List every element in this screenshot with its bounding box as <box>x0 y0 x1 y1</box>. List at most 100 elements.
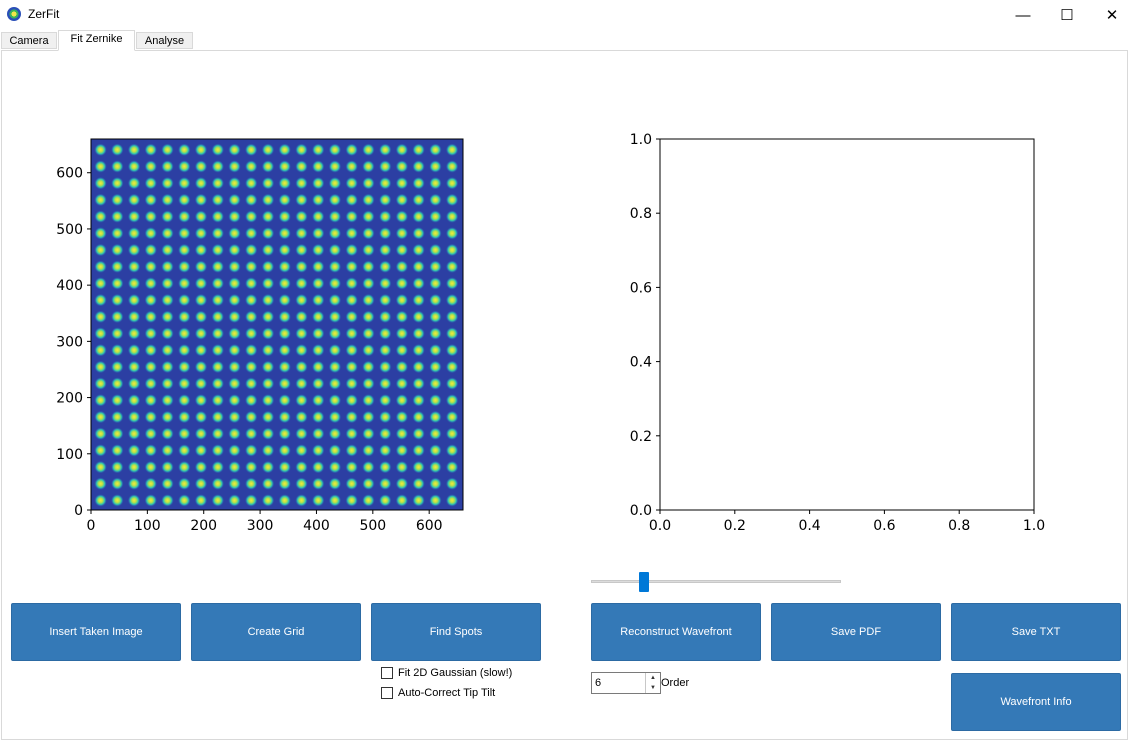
auto-correct-tip-tilt-label: Auto-Correct Tip Tilt <box>398 687 496 699</box>
spot <box>445 327 459 340</box>
spot <box>445 394 459 407</box>
spot <box>278 377 291 390</box>
spot <box>94 410 107 424</box>
spot <box>245 410 258 424</box>
maximize-button[interactable]: ☐ <box>1060 7 1074 24</box>
spot <box>328 243 342 257</box>
spot <box>94 460 107 474</box>
spot <box>362 477 375 490</box>
spot <box>161 427 174 440</box>
spot <box>211 277 224 290</box>
spot <box>295 310 308 323</box>
spot <box>445 160 459 173</box>
x-tick-label: 0.6 <box>873 518 895 534</box>
spot <box>278 327 291 340</box>
spin-down-icon[interactable]: ▼ <box>650 685 656 691</box>
spot <box>295 193 308 207</box>
spot <box>362 193 375 207</box>
spot <box>412 344 425 357</box>
minimize-button[interactable]: — <box>1015 6 1031 24</box>
spot <box>429 410 442 424</box>
create-grid-button[interactable]: Create Grid <box>191 603 361 661</box>
spot <box>362 444 375 457</box>
spot <box>127 477 141 490</box>
tab-analyse[interactable]: Analyse <box>136 32 193 49</box>
wavefront-info-button[interactable]: Wavefront Info <box>951 673 1121 731</box>
tab-camera[interactable]: Camera <box>1 32 57 49</box>
spot <box>429 143 442 156</box>
slider-handle[interactable] <box>639 572 649 592</box>
spot <box>328 277 342 290</box>
spot <box>328 477 342 490</box>
spin-up-icon[interactable]: ▲ <box>650 675 656 681</box>
spot <box>178 293 191 307</box>
spot <box>445 460 459 474</box>
spot <box>161 410 174 424</box>
fit-gaussian-checkbox[interactable] <box>381 667 393 679</box>
y-tick-label: 0 <box>74 503 83 519</box>
find-spots-button[interactable]: Find Spots <box>371 603 541 661</box>
spot <box>211 327 224 340</box>
spot <box>245 460 258 474</box>
save-pdf-button[interactable]: Save PDF <box>771 603 941 661</box>
spot <box>261 227 275 240</box>
save-txt-button[interactable]: Save TXT <box>951 603 1121 661</box>
spot <box>379 360 392 374</box>
spot <box>295 427 308 440</box>
spot <box>228 260 241 273</box>
spot <box>94 210 107 223</box>
spot <box>395 360 409 374</box>
spot <box>144 143 157 156</box>
image-frame <box>90 138 464 511</box>
spot <box>111 394 124 407</box>
spot <box>395 410 409 424</box>
spot <box>445 227 459 240</box>
spot <box>127 327 141 340</box>
spot <box>261 243 275 257</box>
auto-correct-tip-tilt-checkbox[interactable] <box>381 687 393 699</box>
spot <box>211 460 224 474</box>
spot <box>144 243 157 257</box>
spot <box>295 460 308 474</box>
spot <box>362 243 375 257</box>
spot <box>345 193 358 207</box>
spot <box>194 293 208 307</box>
x-tick-label: 1.0 <box>1023 518 1045 534</box>
spot <box>312 177 325 190</box>
spot <box>328 227 342 240</box>
reconstruct-wavefront-button[interactable]: Reconstruct Wavefront <box>591 603 761 661</box>
spot <box>228 160 241 173</box>
spot <box>261 210 275 223</box>
order-spinbox[interactable]: 6 ▲ ▼ <box>591 672 661 694</box>
spot <box>312 293 325 307</box>
spot <box>161 243 174 257</box>
y-tick-label: 0.8 <box>630 206 652 222</box>
image-axis-ticks: 0 100 200 300 400 500 600 0 100 200 300 400 500 600 <box>56 166 442 534</box>
spot <box>395 427 409 440</box>
spot <box>328 360 342 374</box>
spot <box>278 193 291 207</box>
spot <box>328 260 342 273</box>
spot <box>228 177 241 190</box>
spot <box>194 210 208 223</box>
spot <box>228 360 241 374</box>
tab-fit-zernike[interactable]: Fit Zernike <box>58 30 135 51</box>
spot <box>328 177 342 190</box>
spot <box>312 310 325 323</box>
spot <box>445 193 459 207</box>
x-tick-label: 0.2 <box>724 518 746 534</box>
spot <box>328 377 342 390</box>
spot <box>228 293 241 307</box>
spot <box>312 410 325 424</box>
spot <box>144 477 157 490</box>
spot <box>328 460 342 474</box>
close-button[interactable]: ✕ <box>1105 7 1119 24</box>
slider-track[interactable] <box>591 580 841 583</box>
spot <box>445 177 459 190</box>
spot <box>228 193 241 207</box>
title-bar: ZerFit — ☐ ✕ <box>0 0 1131 30</box>
order-value: 6 <box>595 677 602 689</box>
x-tick-label: 0.4 <box>798 518 820 534</box>
insert-taken-image-button[interactable]: Insert Taken Image <box>11 603 181 661</box>
spot <box>295 243 308 257</box>
